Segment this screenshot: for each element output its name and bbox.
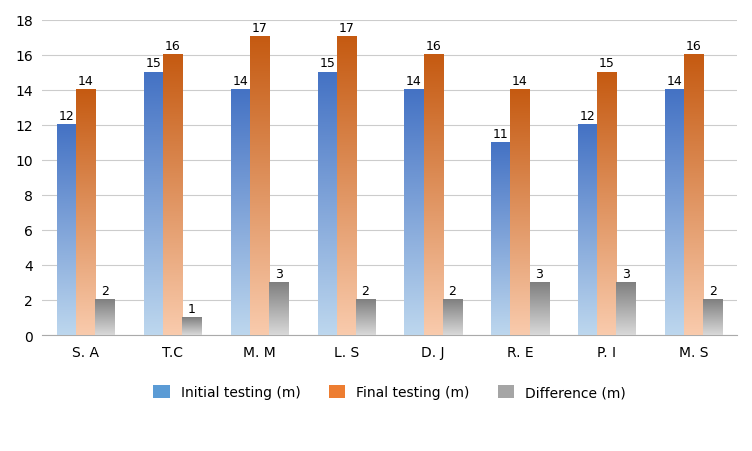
Bar	[703, 300, 722, 335]
Text: 15: 15	[320, 57, 335, 70]
Text: 16: 16	[686, 40, 702, 53]
Bar	[144, 73, 163, 335]
Bar	[578, 125, 597, 335]
Bar	[491, 143, 511, 335]
Text: 15: 15	[599, 57, 614, 70]
Bar	[163, 55, 182, 335]
Legend: Initial testing (m), Final testing (m), Difference (m): Initial testing (m), Final testing (m), …	[148, 380, 632, 405]
Bar	[182, 318, 202, 335]
Text: 14: 14	[232, 75, 248, 88]
Bar	[77, 90, 96, 335]
Text: 17: 17	[252, 23, 268, 35]
Bar	[269, 283, 288, 335]
Text: 2: 2	[362, 285, 369, 298]
Bar	[443, 300, 462, 335]
Bar	[250, 38, 269, 335]
Bar	[356, 300, 375, 335]
Bar	[337, 38, 356, 335]
Text: 16: 16	[165, 40, 180, 53]
Bar	[597, 73, 617, 335]
Bar	[405, 90, 423, 335]
Bar	[529, 283, 549, 335]
Text: 2: 2	[101, 285, 109, 298]
Bar	[423, 55, 443, 335]
Bar	[617, 283, 635, 335]
Text: 3: 3	[622, 267, 630, 280]
Text: 16: 16	[426, 40, 441, 53]
Text: 3: 3	[535, 267, 543, 280]
Text: 12: 12	[580, 110, 596, 123]
Bar	[317, 73, 337, 335]
Text: 15: 15	[146, 57, 162, 70]
Text: 2: 2	[448, 285, 456, 298]
Text: 12: 12	[59, 110, 74, 123]
Text: 14: 14	[512, 75, 528, 88]
Text: 3: 3	[274, 267, 283, 280]
Text: 14: 14	[78, 75, 94, 88]
Bar	[511, 90, 529, 335]
Text: 17: 17	[338, 23, 354, 35]
Text: 2: 2	[708, 285, 717, 298]
Text: 14: 14	[406, 75, 422, 88]
Bar	[96, 300, 114, 335]
Text: 11: 11	[493, 127, 509, 140]
Bar	[665, 90, 684, 335]
Text: 14: 14	[666, 75, 682, 88]
Bar	[57, 125, 77, 335]
Text: 1: 1	[188, 302, 196, 315]
Bar	[684, 55, 703, 335]
Bar	[231, 90, 250, 335]
